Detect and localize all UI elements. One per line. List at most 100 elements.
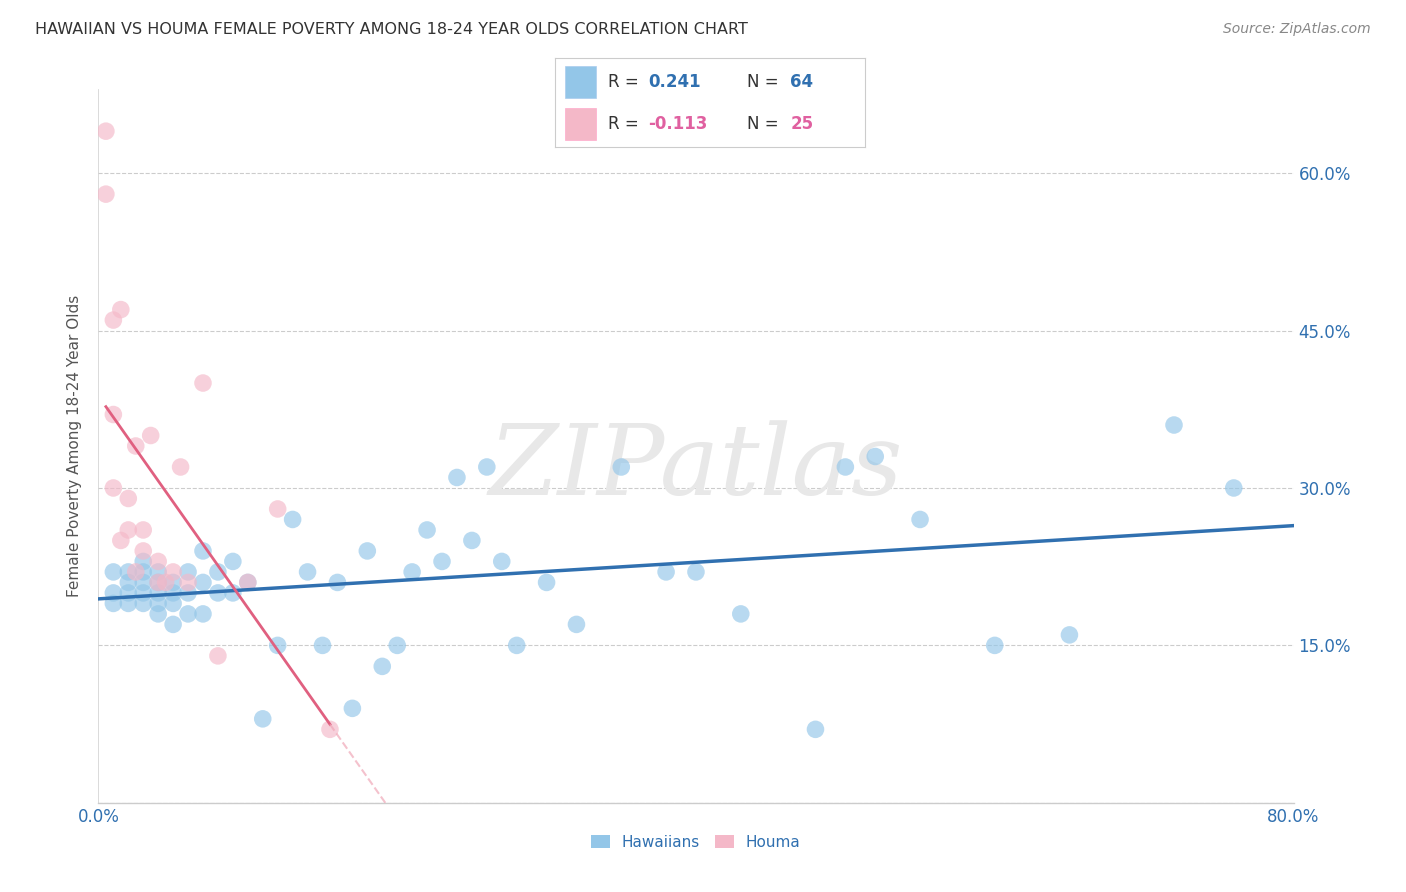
Point [222, 586, 245, 600]
Point [984, 639, 1007, 653]
Point [162, 575, 184, 590]
Point [446, 470, 468, 484]
Point [326, 575, 349, 590]
Text: 64: 64 [790, 73, 814, 91]
FancyBboxPatch shape [565, 108, 596, 140]
Legend: Hawaiians, Houma: Hawaiians, Houma [585, 829, 807, 855]
Point [371, 659, 394, 673]
Point [207, 586, 229, 600]
Point [117, 565, 139, 579]
Point [162, 596, 184, 610]
Text: HAWAIIAN VS HOUMA FEMALE POVERTY AMONG 18-24 YEAR OLDS CORRELATION CHART: HAWAIIAN VS HOUMA FEMALE POVERTY AMONG 1… [35, 22, 748, 37]
Point [401, 565, 423, 579]
Point [103, 481, 125, 495]
Text: 25: 25 [790, 115, 814, 133]
Point [191, 376, 214, 390]
Point [132, 554, 155, 568]
Point [416, 523, 439, 537]
Text: R =: R = [607, 73, 644, 91]
Point [148, 586, 170, 600]
Point [1059, 628, 1081, 642]
Point [222, 554, 245, 568]
Text: Source: ZipAtlas.com: Source: ZipAtlas.com [1223, 22, 1371, 37]
Point [162, 565, 184, 579]
Point [311, 639, 333, 653]
Point [148, 575, 170, 590]
Point [356, 544, 378, 558]
Point [565, 617, 588, 632]
Point [319, 723, 342, 737]
Point [177, 575, 200, 590]
Point [236, 575, 259, 590]
Point [730, 607, 752, 621]
Point [191, 607, 214, 621]
Point [117, 575, 139, 590]
Point [491, 554, 513, 568]
Point [110, 533, 132, 548]
Point [475, 460, 498, 475]
Point [132, 596, 155, 610]
Point [236, 575, 259, 590]
Point [281, 512, 304, 526]
Point [191, 544, 214, 558]
Point [132, 544, 155, 558]
Point [103, 596, 125, 610]
Point [117, 491, 139, 506]
Point [1223, 481, 1246, 495]
Point [148, 554, 170, 568]
Point [103, 586, 125, 600]
Y-axis label: Female Poverty Among 18-24 Year Olds: Female Poverty Among 18-24 Year Olds [67, 295, 83, 597]
Point [267, 502, 290, 516]
Text: ZIPatlas: ZIPatlas [489, 420, 903, 515]
Point [103, 313, 125, 327]
Point [148, 565, 170, 579]
FancyBboxPatch shape [565, 66, 596, 98]
Point [132, 586, 155, 600]
Point [655, 565, 678, 579]
Text: N =: N = [747, 73, 785, 91]
Point [162, 617, 184, 632]
Point [252, 712, 274, 726]
Point [132, 523, 155, 537]
Text: R =: R = [607, 115, 644, 133]
Point [834, 460, 856, 475]
Point [177, 586, 200, 600]
Text: 0.241: 0.241 [648, 73, 700, 91]
Point [177, 607, 200, 621]
Point [461, 533, 484, 548]
Point [155, 575, 177, 590]
Point [1163, 417, 1185, 432]
Point [132, 575, 155, 590]
Point [430, 554, 453, 568]
Point [207, 565, 229, 579]
Point [207, 648, 229, 663]
Point [125, 439, 148, 453]
Text: -0.113: -0.113 [648, 115, 707, 133]
Point [685, 565, 707, 579]
Point [908, 512, 931, 526]
Point [94, 187, 117, 202]
Point [162, 586, 184, 600]
Point [132, 565, 155, 579]
Point [865, 450, 887, 464]
Point [103, 408, 125, 422]
Point [117, 586, 139, 600]
Point [117, 523, 139, 537]
Point [110, 302, 132, 317]
Point [177, 565, 200, 579]
Text: N =: N = [747, 115, 785, 133]
Point [191, 575, 214, 590]
Point [297, 565, 319, 579]
Point [103, 565, 125, 579]
Point [610, 460, 633, 475]
Point [139, 428, 162, 442]
Point [148, 596, 170, 610]
Point [94, 124, 117, 138]
Point [804, 723, 827, 737]
Point [169, 460, 191, 475]
Point [125, 565, 148, 579]
Point [385, 639, 409, 653]
Point [506, 639, 529, 653]
Point [267, 639, 290, 653]
Point [148, 575, 170, 590]
